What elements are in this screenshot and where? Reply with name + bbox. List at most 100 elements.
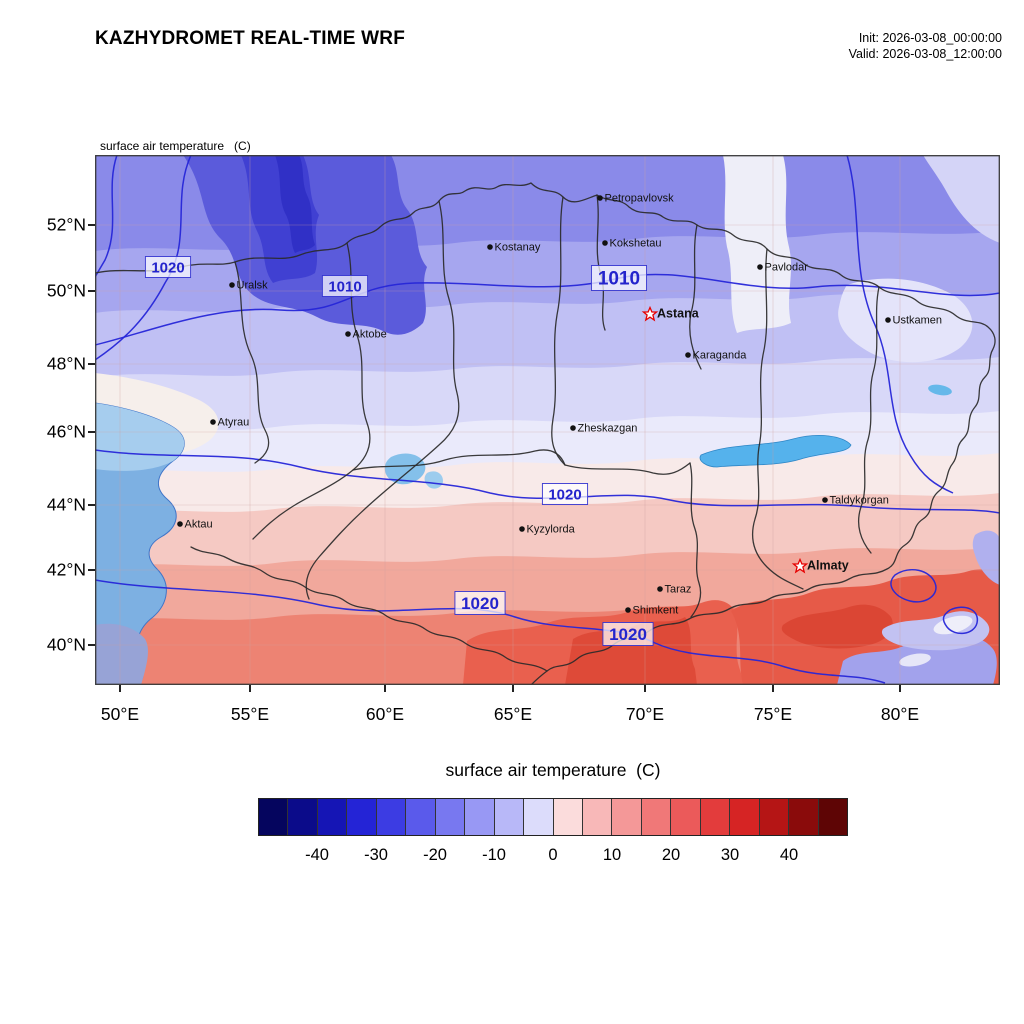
- lon-tick: [644, 685, 646, 692]
- colorbar-tick-label: 20: [661, 846, 681, 864]
- svg-text:1020: 1020: [609, 625, 647, 644]
- colorbar-segment: [553, 799, 583, 835]
- lat-label: 44°N: [46, 494, 86, 515]
- city-label: Ustkamen: [893, 315, 943, 327]
- city-label: Almaty: [807, 559, 849, 573]
- lat-label: 40°N: [46, 634, 86, 655]
- isobar: [95, 579, 886, 684]
- caspian-north-shallow: [95, 403, 185, 471]
- city-label: Uralsk: [237, 280, 269, 292]
- city-dot-icon: [487, 244, 493, 250]
- colorbar-segment: [259, 799, 289, 835]
- city-kyzylorda: Kyzylorda: [519, 524, 576, 536]
- colorbar-segment: [700, 799, 731, 835]
- lat-label: 46°N: [46, 421, 86, 442]
- lat-label: 42°N: [46, 559, 86, 580]
- city-label: Karaganda: [693, 350, 748, 362]
- city-label: Petropavlovsk: [605, 193, 675, 205]
- city-dot-icon: [757, 264, 763, 270]
- city-label: Taraz: [665, 584, 692, 596]
- lon-tick: [249, 685, 251, 692]
- lon-tick: [119, 685, 121, 692]
- city-almaty: Almaty: [791, 557, 849, 574]
- oblast-border-akmola-east: [689, 224, 702, 370]
- lat-tick: [88, 644, 95, 646]
- pale-corner-ne: [923, 155, 1000, 243]
- pressure-label: 1010: [321, 275, 369, 297]
- isobar: [95, 155, 118, 278]
- lat-label: 50°N: [46, 280, 86, 301]
- city-dot-icon: [229, 282, 235, 288]
- lon-tick: [512, 685, 514, 692]
- colorbar-tick-label: -10: [482, 846, 506, 864]
- colorbar-tick-label: -20: [423, 846, 447, 864]
- pale-patch-east: [838, 278, 973, 363]
- city-taldykorgan: Taldykorgan: [822, 495, 889, 507]
- lon-label: 75°E: [753, 704, 793, 724]
- lat-label: 48°N: [46, 353, 86, 374]
- city-label: Aktau: [185, 519, 213, 531]
- isobar-closed: [890, 568, 937, 603]
- caspian-south-deep: [95, 623, 148, 685]
- city-dot-icon: [345, 331, 351, 337]
- city-ustkamen: Ustkamen: [885, 315, 942, 327]
- colorbar-segment: [494, 799, 525, 835]
- city-dot-icon: [210, 419, 216, 425]
- city-dot-icon: [657, 586, 663, 592]
- city-label: Zheskazgan: [578, 423, 638, 435]
- colorbar-tick-label: 0: [548, 846, 558, 864]
- isobar: [95, 155, 192, 361]
- lon-tick: [772, 685, 774, 692]
- city-label: Kokshetau: [610, 238, 662, 250]
- city-dot-icon: [602, 240, 608, 246]
- page-title: KAZHYDROMET REAL-TIME WRF: [95, 28, 406, 49]
- lon-label: 65°E: [493, 704, 533, 724]
- city-atyrau: Atyrau: [210, 417, 249, 429]
- oblast-border-aktobe-west: [252, 242, 371, 540]
- lon-label: 60°E: [365, 704, 405, 724]
- capital-star-icon: [641, 305, 659, 322]
- cities: Petropavlovsk Kostanay Kokshetau Pavlodar Ur…: [177, 193, 942, 617]
- city-label: Taldykorgan: [830, 495, 889, 507]
- colorbar-segment: [435, 799, 466, 835]
- city-dot-icon: [685, 352, 691, 358]
- colorbar-segment: [730, 799, 760, 835]
- svg-text:1010: 1010: [598, 269, 640, 290]
- colorbar-segment: [347, 799, 377, 835]
- colorbar-segment: [288, 799, 318, 835]
- lat-tick: [88, 504, 95, 506]
- lat-label: 52°N: [46, 214, 86, 235]
- colorbar-segment: [818, 799, 848, 835]
- oblast-border-east: [857, 286, 880, 554]
- svg-text:1020: 1020: [461, 594, 499, 613]
- city-aktobe: Aktobe: [345, 329, 387, 341]
- oblast-border-middle-horizontal: [352, 449, 691, 475]
- valid-time: Valid: 2026-03-08_12:00:00: [848, 47, 1002, 62]
- warm-core-deep: [565, 617, 697, 685]
- colorbar-segment: [612, 799, 642, 835]
- city-uralsk: Uralsk: [229, 280, 268, 292]
- pressure-label: 1020: [541, 483, 589, 505]
- city-dot-icon: [885, 317, 891, 323]
- colorbar-segment: [317, 799, 348, 835]
- pressure-label: 1010: [590, 265, 648, 291]
- map-frame: [95, 155, 1000, 685]
- pressure-label: 1020: [602, 622, 654, 646]
- city-petropavlovsk: Petropavlovsk: [597, 193, 674, 205]
- city-kokshetau: Kokshetau: [602, 238, 661, 250]
- region-borders: [95, 182, 996, 685]
- lon-label: 70°E: [625, 704, 665, 724]
- lon-label: 80°E: [880, 704, 920, 724]
- country-border-north-east: [95, 182, 996, 685]
- colorbar-tick-label: -30: [364, 846, 388, 864]
- lat-tick: [88, 363, 95, 365]
- city-label: Kyzylorda: [527, 524, 576, 536]
- country-border-southwest: [190, 546, 548, 672]
- city-label: Kostanay: [495, 242, 541, 254]
- colorbar-tick-label: 40: [779, 846, 799, 864]
- lat-tick: [88, 224, 95, 226]
- city-label: Astana: [657, 307, 700, 321]
- cold-blob-darkest: [275, 155, 315, 253]
- city-taraz: Taraz: [657, 584, 691, 596]
- lat-tick: [88, 431, 95, 433]
